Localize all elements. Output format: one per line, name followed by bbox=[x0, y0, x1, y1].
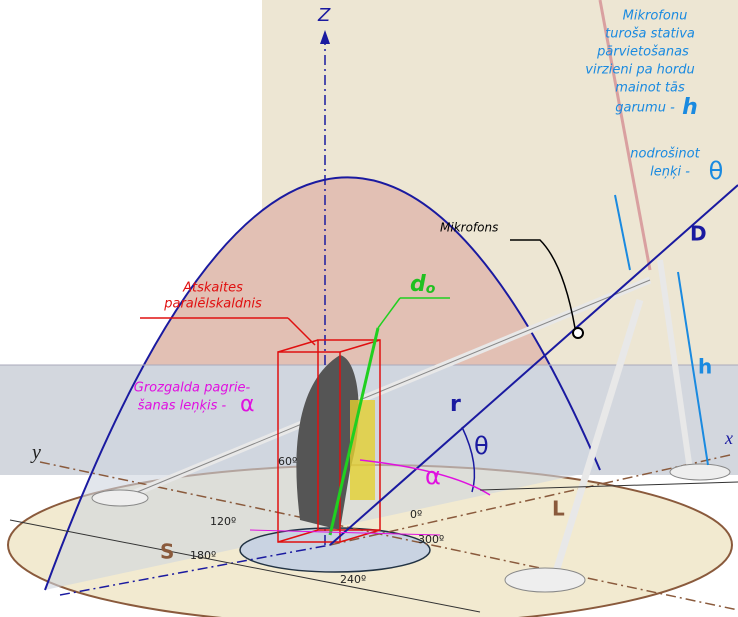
microphone-dot bbox=[573, 328, 583, 338]
turntable-label: Grozgalda pagrie- bbox=[134, 381, 251, 396]
d-big-label: D bbox=[690, 222, 707, 246]
turntable-alpha: α bbox=[240, 392, 255, 417]
angle-label: 0º bbox=[410, 508, 422, 521]
diagram: Z x y Mikrofonu turoša stativa pārvietošan… bbox=[0, 0, 738, 617]
note-line: pārvietošanas bbox=[596, 45, 689, 60]
note-line: garumu - bbox=[615, 101, 675, 116]
note-theta: θ bbox=[709, 157, 724, 185]
stand-foot bbox=[92, 490, 148, 506]
angle-label: 120º bbox=[210, 515, 236, 528]
y-label: y bbox=[30, 442, 41, 464]
note-line: leņķi - bbox=[650, 165, 690, 180]
turntable-label: šanas leņķis - bbox=[138, 399, 227, 414]
x-label: x bbox=[724, 428, 733, 448]
note-line: virzieni pa hordu bbox=[585, 63, 694, 78]
turntable bbox=[240, 528, 430, 572]
angle-label: 180º bbox=[190, 549, 216, 562]
angle-label: 60º bbox=[278, 455, 297, 468]
reference-label: Atskaites bbox=[182, 281, 243, 296]
angle-label: 240º bbox=[340, 573, 366, 586]
note-line: mainot tās bbox=[615, 81, 685, 96]
stand-foot bbox=[670, 464, 730, 480]
l-label: L bbox=[552, 497, 565, 521]
microphone-label: Mikrofons bbox=[440, 221, 498, 235]
alpha-label: α bbox=[425, 462, 441, 490]
d-subscript: o bbox=[426, 281, 436, 297]
stand-foot bbox=[505, 568, 585, 592]
note-line: nodrošinot bbox=[630, 147, 700, 162]
theta-label: θ bbox=[474, 432, 489, 460]
note-line: Mikrofonu bbox=[623, 9, 688, 24]
object-part bbox=[350, 400, 375, 500]
reference-label: paralēlskaldnis bbox=[163, 297, 262, 312]
angle-label: 300º bbox=[418, 533, 444, 546]
note-h: h bbox=[682, 95, 698, 120]
s-label: S bbox=[160, 540, 174, 564]
h-label: h bbox=[698, 355, 712, 379]
note-line: turoša stativa bbox=[605, 27, 695, 42]
d-letter: d bbox=[410, 272, 426, 297]
r-label: r bbox=[450, 392, 461, 417]
z-label: Z bbox=[317, 5, 331, 26]
